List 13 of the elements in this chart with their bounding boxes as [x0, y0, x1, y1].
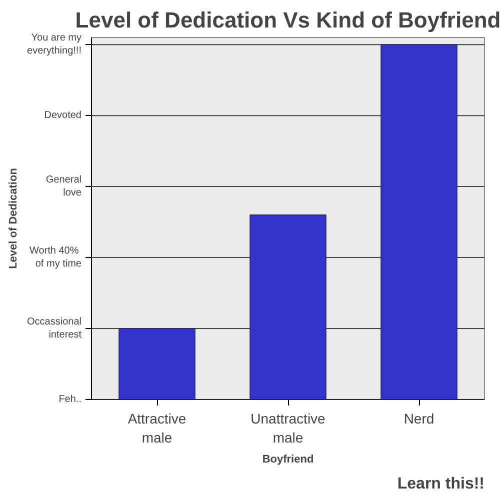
text: Learn this!!	[397, 476, 485, 492]
x-tick-label: Attractive male	[128, 410, 186, 446]
ref-line-label: Occassional interest	[27, 316, 82, 341]
ref-line-label: Feh..	[58, 394, 82, 405]
x-axis-title: Boyfriend	[262, 454, 314, 466]
ref-line-label: You are my everything!!!	[27, 32, 82, 57]
chart-title: Level of Dedication Vs Kind of Boyfriend	[75, 8, 501, 32]
ref-line-label: General love	[46, 174, 82, 199]
text: Level of Dedication	[8, 168, 20, 269]
x-tick-label: Unattractive male	[250, 410, 326, 446]
ref-line-label: Devoted	[44, 110, 82, 122]
x-tick-label: Nerd	[404, 410, 434, 426]
ref-line-label: Worth 40% of my time	[29, 245, 82, 270]
